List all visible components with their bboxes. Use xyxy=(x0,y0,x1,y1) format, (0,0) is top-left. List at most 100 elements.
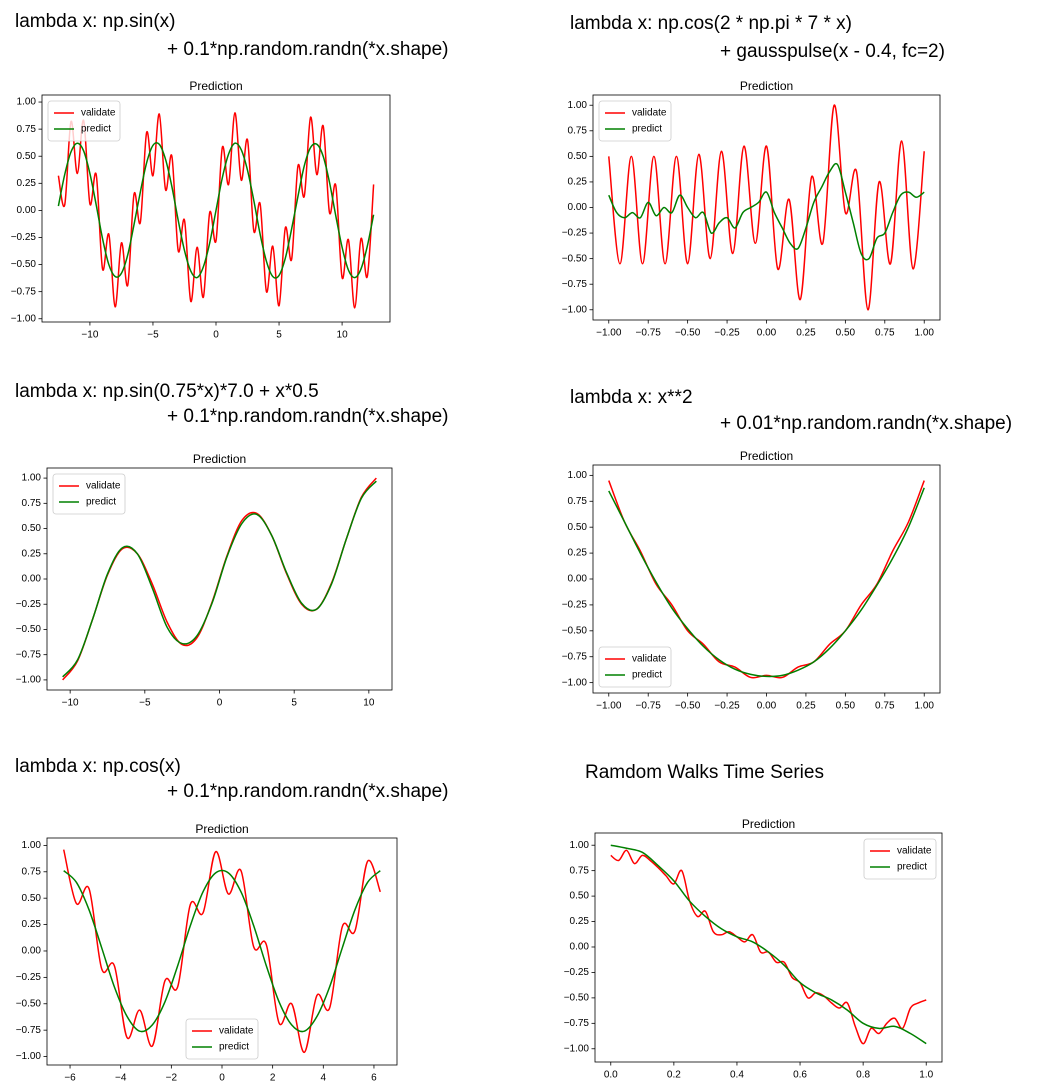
x-tick-label: 4 xyxy=(321,1073,327,1084)
y-tick-label: 0.00 xyxy=(22,574,42,585)
legend: validate predict xyxy=(863,838,937,880)
y-tick-label: 0.50 xyxy=(568,151,588,162)
code-caption: lambda x: np.cos(x) xyxy=(15,756,181,777)
x-tick-label: 5 xyxy=(276,330,282,341)
x-tick-label: 0.50 xyxy=(836,328,856,339)
chart-title: Prediction xyxy=(742,817,795,831)
x-tick-label: 0 xyxy=(217,698,223,709)
y-tick-label: 0.75 xyxy=(22,498,42,509)
x-tick-label: −0.75 xyxy=(636,701,662,712)
y-tick-label: 0.50 xyxy=(22,893,42,904)
y-tick-label: 0.50 xyxy=(568,522,588,533)
y-tick-label: −0.75 xyxy=(11,286,37,297)
data-line xyxy=(608,487,925,678)
y-tick-label: −0.50 xyxy=(11,259,37,270)
x-tick-label: −0.50 xyxy=(675,701,701,712)
chart-panel: Ramdom Walks Time Series Prediction 0.0 0.2… xyxy=(564,762,943,1081)
y-tick-label: 0.00 xyxy=(568,202,588,213)
code-caption: + gausspulse(x - 0.4, fc=2) xyxy=(720,41,945,62)
y-tick-label: −0.25 xyxy=(562,228,588,239)
x-tick-label: 0.00 xyxy=(757,701,777,712)
y-tick-label: −1.00 xyxy=(11,313,37,324)
code-caption: lambda x: x**2 xyxy=(570,387,693,408)
y-tick-label: 0.25 xyxy=(17,178,37,189)
x-tick-label: −2 xyxy=(166,1073,178,1084)
y-tick-label: 1.00 xyxy=(22,840,42,851)
x-tick-label: −1.00 xyxy=(596,701,622,712)
y-tick-label: 1.00 xyxy=(22,473,42,484)
legend-box xyxy=(185,1018,259,1060)
data-line xyxy=(62,849,381,1054)
x-tick-label: 0 xyxy=(213,330,219,341)
legend-label: validate xyxy=(81,108,116,119)
y-tick-label: 0.75 xyxy=(568,125,588,136)
y-tick-label: −0.50 xyxy=(16,998,42,1009)
x-tick-label: −5 xyxy=(147,330,159,341)
x-tick-label: 0.75 xyxy=(875,328,895,339)
y-tick-label: −1.00 xyxy=(562,677,588,688)
x-tick-label: 10 xyxy=(363,698,375,709)
x-tick-label: 1.00 xyxy=(914,701,934,712)
y-tick-label: 0.25 xyxy=(570,916,590,927)
y-tick-label: −0.50 xyxy=(16,624,42,635)
legend-label: validate xyxy=(86,481,121,492)
y-tick-label: 0.00 xyxy=(568,574,588,585)
y-tick-label: −1.00 xyxy=(562,304,588,315)
chart-title: Prediction xyxy=(195,822,248,836)
y-tick-label: 0.00 xyxy=(570,942,590,953)
x-tick-label: 2 xyxy=(270,1073,276,1084)
y-tick-label: −0.50 xyxy=(564,993,590,1004)
y-tick-label: −0.75 xyxy=(562,651,588,662)
y-tick-label: −1.00 xyxy=(16,1051,42,1062)
chart-panel: lambda x: x**2 + 0.01*np.random.randn(*x.… xyxy=(562,387,1012,712)
data-line xyxy=(62,480,377,678)
x-tick-label: 0.50 xyxy=(836,701,856,712)
x-tick-label: 0.8 xyxy=(856,1070,870,1081)
code-caption: lambda x: np.sin(x) xyxy=(15,11,176,32)
x-tick-label: −0.25 xyxy=(714,701,740,712)
data-line xyxy=(608,162,925,261)
x-tick-label: 6 xyxy=(371,1073,377,1084)
x-tick-label: 0.25 xyxy=(796,328,816,339)
data-line xyxy=(57,112,375,309)
y-tick-label: 0.75 xyxy=(17,124,37,135)
x-tick-label: 0.75 xyxy=(875,701,895,712)
legend: validate predict xyxy=(52,473,126,515)
chart-panel: lambda x: np.sin(0.75*x)*7.0 + x*0.5 + 0.… xyxy=(15,381,448,709)
code-caption: + 0.01*np.random.randn(*x.shape) xyxy=(720,413,1012,434)
legend-label: predict xyxy=(632,670,662,681)
y-tick-label: −0.25 xyxy=(16,599,42,610)
x-tick-label: 0.6 xyxy=(793,1070,807,1081)
x-tick-label: −0.75 xyxy=(636,328,662,339)
code-caption: lambda x: np.cos(2 * np.pi * 7 * x) xyxy=(570,13,852,34)
y-tick-label: −0.25 xyxy=(16,972,42,983)
code-caption: + 0.1*np.random.randn(*x.shape) xyxy=(167,406,448,427)
data-line xyxy=(63,869,381,1033)
legend-label: predict xyxy=(632,124,662,135)
x-tick-label: 1.0 xyxy=(919,1070,933,1081)
x-tick-label: −4 xyxy=(115,1073,127,1084)
y-tick-label: 0.25 xyxy=(22,919,42,930)
y-tick-label: −0.25 xyxy=(562,600,588,611)
chart-title: Prediction xyxy=(189,79,242,93)
code-caption: + 0.1*np.random.randn(*x.shape) xyxy=(167,781,448,802)
y-tick-label: −1.00 xyxy=(564,1043,590,1054)
data-line xyxy=(610,844,927,1045)
chart-panel: lambda x: np.cos(2 * np.pi * 7 * x) + gau… xyxy=(562,13,945,339)
code-caption: Ramdom Walks Time Series xyxy=(585,762,824,783)
legend-label: predict xyxy=(81,124,111,135)
legend-label: validate xyxy=(897,846,932,857)
y-tick-label: 1.00 xyxy=(568,470,588,481)
x-tick-label: 0.0 xyxy=(604,1070,618,1081)
chart-title: Prediction xyxy=(193,452,246,466)
y-tick-label: 0.75 xyxy=(570,865,590,876)
y-tick-label: −0.75 xyxy=(564,1018,590,1029)
legend: validate predict xyxy=(185,1018,259,1060)
chart-panel: lambda x: np.sin(x) + 0.1*np.random.randn… xyxy=(11,11,449,341)
y-tick-label: 1.00 xyxy=(570,840,590,851)
chart-title: Prediction xyxy=(740,79,793,93)
legend-label: predict xyxy=(86,497,116,508)
x-tick-label: 0.25 xyxy=(796,701,816,712)
chart-panel: lambda x: np.cos(x) + 0.1*np.random.randn… xyxy=(15,756,448,1084)
